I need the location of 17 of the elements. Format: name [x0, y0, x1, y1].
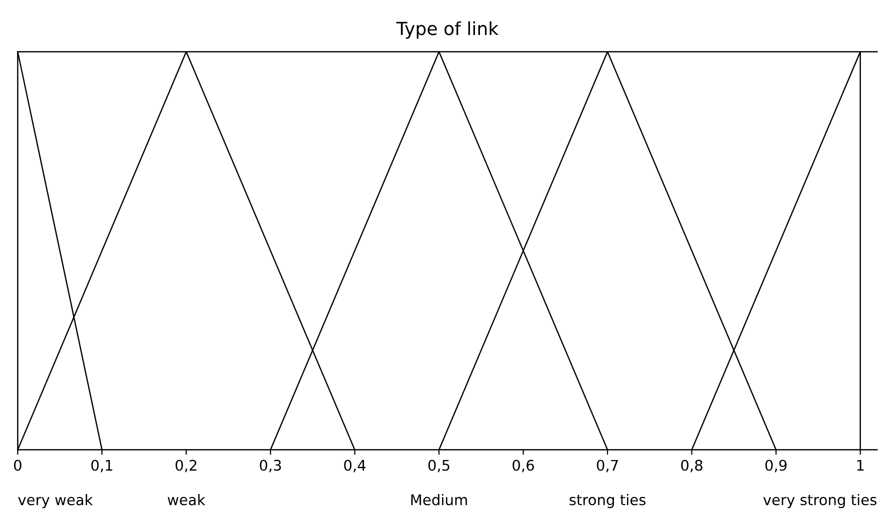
text: very weak — [18, 494, 93, 508]
x-tick-label: 0,3 — [260, 460, 281, 472]
x-tick-label: 0,7 — [596, 460, 618, 472]
x-tick-label: 0,8 — [681, 460, 702, 472]
x-tick-label: 0,5 — [428, 460, 450, 472]
text: weak — [168, 494, 206, 506]
x-tick-label: 0 — [14, 460, 22, 471]
chart-title: Type of link — [396, 21, 499, 39]
x-tick-label: 0,9 — [765, 460, 787, 472]
x-tick-label: 1 — [857, 460, 864, 471]
x-tick-label: 0,2 — [176, 460, 196, 472]
text: very strong ties — [763, 494, 876, 508]
text: strong ties — [570, 494, 646, 508]
x-tick-label: 0,6 — [512, 460, 534, 472]
x-tick-label: 0,1 — [91, 460, 112, 472]
text: Medium — [411, 494, 467, 506]
x-tick-label: 0,4 — [344, 460, 366, 472]
